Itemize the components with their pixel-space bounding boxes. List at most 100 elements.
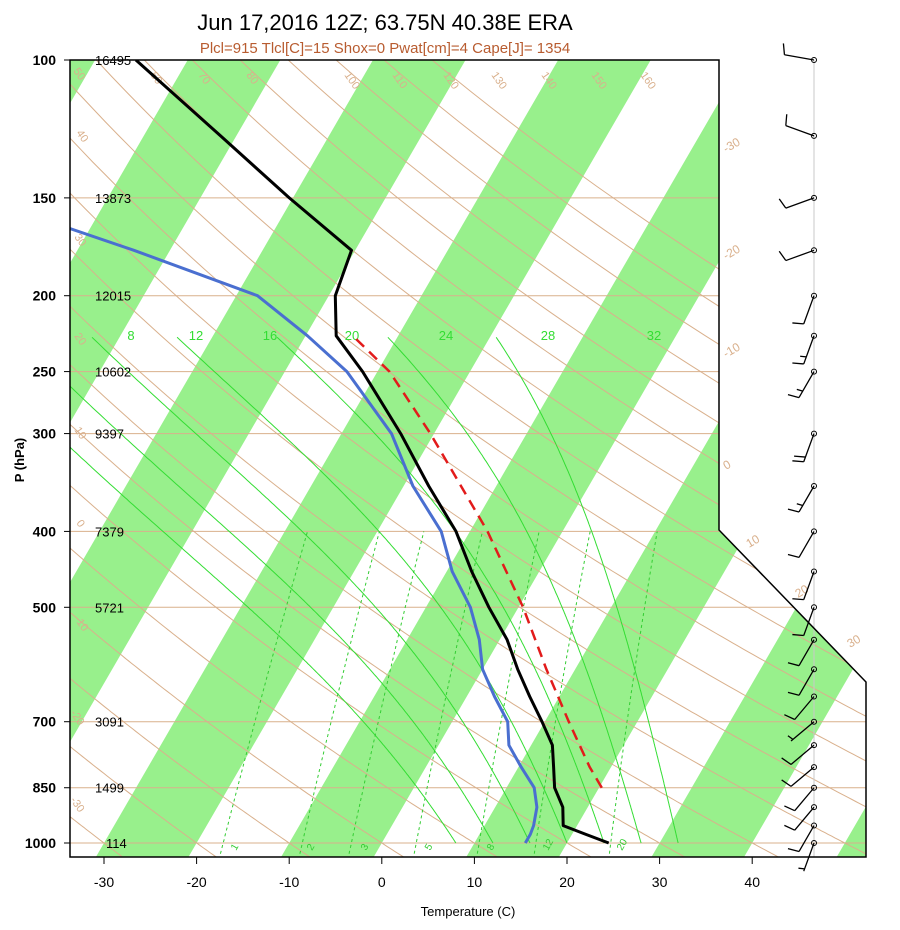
x-tick-label: 20 xyxy=(559,874,575,890)
moist-adiabat-label: 16 xyxy=(263,328,277,343)
barb-flag-full xyxy=(794,455,806,458)
barb-flag-full xyxy=(781,757,792,765)
pressure-tick-label: 500 xyxy=(33,599,57,615)
barb-flag-half xyxy=(800,355,807,358)
wind-barb xyxy=(787,636,817,667)
barb-flag-full xyxy=(787,508,800,513)
wind-barbs xyxy=(778,43,817,872)
mixing-ratio-lines xyxy=(218,531,658,857)
moist-adiabat-label: 12 xyxy=(189,328,203,343)
barb-station xyxy=(811,840,817,846)
moist-adiabat-line xyxy=(495,337,679,844)
wind-barb xyxy=(785,114,817,139)
chart-title: Jun 17,2016 12Z; 63.75N 40.38E ERA xyxy=(197,10,573,35)
wind-barb xyxy=(792,292,817,325)
height-label: 13873 xyxy=(95,191,131,206)
isotherm-bands xyxy=(70,60,866,857)
pressure-tick-label: 850 xyxy=(33,780,57,796)
dry-adiabat-line xyxy=(70,60,866,857)
barb-station xyxy=(811,764,817,771)
sounding-profiles xyxy=(70,60,610,845)
x-tick-label: 10 xyxy=(467,874,483,890)
wind-barb xyxy=(781,742,817,765)
pressure-tick-label: 250 xyxy=(33,364,57,380)
barb-flag-full xyxy=(778,198,787,209)
barb-flag-full xyxy=(784,714,795,721)
dewpoint-line xyxy=(70,60,539,844)
barb-station xyxy=(811,568,817,575)
barb-shaft xyxy=(790,721,815,742)
pressure-tick-label: 1000 xyxy=(25,835,56,851)
moist-adiabat-label: 24 xyxy=(439,328,453,343)
mixing-ratio-label: 1 xyxy=(229,842,242,853)
wind-barb xyxy=(781,764,817,787)
moist-adiabat-line xyxy=(70,336,494,844)
moist-adiabat-label: 32 xyxy=(647,328,661,343)
barb-flag-full xyxy=(787,662,800,667)
mixing-ratio-line xyxy=(412,531,483,857)
mixing-ratio-label: 3 xyxy=(359,842,372,853)
barb-station xyxy=(811,804,817,811)
wind-barb xyxy=(787,368,817,399)
moist-adiabat-line xyxy=(387,336,642,844)
dry-adiabat-line xyxy=(389,60,866,857)
dry-adiabat-line xyxy=(249,60,866,857)
barb-shaft xyxy=(798,825,815,852)
barb-flag-half xyxy=(796,503,803,507)
moist-adiabat-lines xyxy=(70,336,679,844)
height-label: 9397 xyxy=(95,427,124,442)
wind-barb xyxy=(784,804,817,831)
height-label: 12015 xyxy=(95,289,131,304)
barb-station xyxy=(811,784,817,791)
height-label: 7379 xyxy=(95,524,124,539)
barb-shaft xyxy=(790,766,815,787)
wind-barb xyxy=(784,693,817,721)
wind-barb xyxy=(782,43,817,63)
isotherm-label: -20 xyxy=(721,242,743,263)
barb-station xyxy=(811,292,817,299)
dry-adiabat-line xyxy=(70,60,784,857)
mixing-ratio-label: 12 xyxy=(541,837,556,853)
mixing-ratio-label: 2 xyxy=(305,842,318,853)
barb-station xyxy=(811,604,817,611)
dry-adiabat-line xyxy=(70,60,866,857)
moist-adiabat-line xyxy=(276,336,605,844)
mixing-ratio-line xyxy=(532,531,591,857)
barb-station xyxy=(811,822,817,829)
x-tick-label: 40 xyxy=(744,874,760,890)
wind-barb xyxy=(792,332,817,365)
isotherm-label: 10 xyxy=(744,532,763,551)
dry-adiabat-label: 70 xyxy=(196,70,213,87)
pressure-tick-label: 100 xyxy=(33,52,57,68)
moist-adiabat-label: 28 xyxy=(541,328,555,343)
barb-shaft xyxy=(798,371,815,398)
barb-shaft xyxy=(785,197,815,209)
dry-adiabat-label: 0 xyxy=(74,518,87,530)
dry-adiabat-line xyxy=(70,60,596,857)
mixing-ratio-line xyxy=(608,531,658,857)
mixing-ratio-line xyxy=(298,531,380,857)
x-tick-label: -30 xyxy=(94,874,114,890)
barb-flag-full xyxy=(787,553,800,559)
barb-shaft xyxy=(785,125,815,137)
wind-barb xyxy=(792,604,817,637)
isotherm-label: -30 xyxy=(721,135,743,156)
chart-subtitle: Plcl=915 Tlcl[C]=15 Shox=0 Pwat[cm]=4 Ca… xyxy=(200,40,570,57)
barb-shaft xyxy=(803,335,815,365)
dry-adiabat-line xyxy=(110,60,866,857)
dry-adiabat-line xyxy=(70,60,408,857)
x-axis-label: Temperature (C) xyxy=(421,904,516,919)
isotherm-label: 0 xyxy=(721,457,734,473)
barb-flag-full xyxy=(787,691,800,696)
height-label: 3091 xyxy=(95,715,124,730)
x-tick-label: -20 xyxy=(186,874,206,890)
barb-shaft xyxy=(790,744,815,765)
x-tick-label: 30 xyxy=(652,874,668,890)
temperature-line xyxy=(134,60,610,845)
wind-barb xyxy=(778,194,817,209)
barb-shaft xyxy=(803,607,815,636)
moist-adiabat-line xyxy=(91,336,531,844)
